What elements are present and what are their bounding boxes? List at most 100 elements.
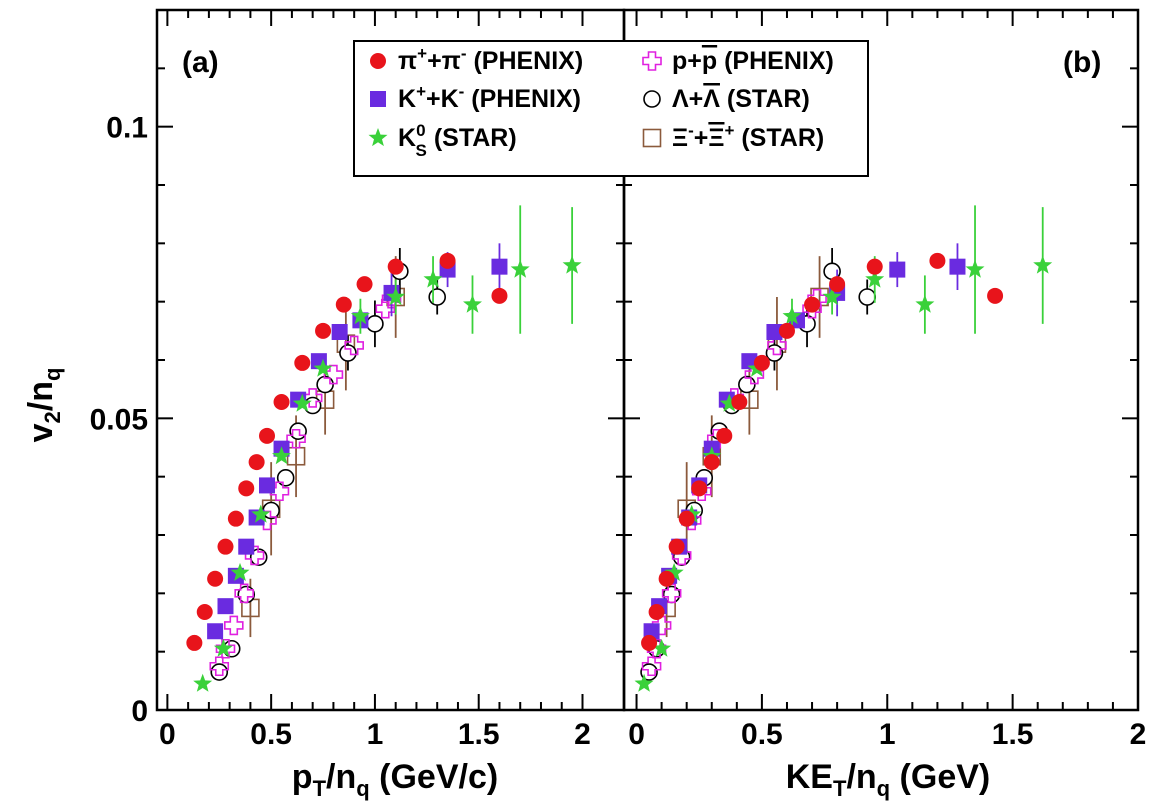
data-point-p [286,428,306,449]
x-tick-label: 1 [367,718,384,751]
data-point-pi [356,276,373,293]
data-point-ks [193,673,213,692]
data-point-ks [213,638,233,657]
legend-entry-k: K++K- (PHENIX) [370,82,581,113]
data-point-pi [273,394,290,410]
data-point-pi [778,322,795,339]
data-point-lam [858,288,877,306]
legend-label-p: p+p (PHENIX) [672,47,834,75]
data-point-lam [366,315,384,333]
data-point-k [949,258,966,275]
data-point-pi [716,427,733,444]
legend-entry-p: p+p (PHENIX) [642,47,834,75]
data-point-ks [634,673,654,692]
legend-label-pi: π++π- (PHENIX) [398,44,583,75]
data-point-ks [313,358,333,377]
axes-labels: 0 0.05 0.1 v2/nq pT/nq (GeV/c) KET/nq (GeV) [22,112,990,801]
legend-marker-lam [643,90,661,108]
data-point-k [766,324,783,340]
series-pi [641,252,1004,651]
data-point-pi [731,394,748,410]
data-point-ks [1033,255,1053,274]
series-lam [210,248,447,681]
series-p [641,288,827,677]
data-point-ks [865,269,885,288]
series-k [207,243,508,640]
data-point-p [651,615,672,636]
legend-label-ks: K0 S (STAR) [398,121,517,160]
data-point-ks [652,638,672,657]
data-point-ks [350,306,370,325]
x-tick-label: 2 [574,718,591,751]
data-point-lam [210,663,229,681]
panel-label: (b) [1063,46,1101,79]
x-tick-label: 2 [1130,718,1147,751]
x-tick-label: 0 [159,718,176,751]
data-point-p [807,288,827,309]
data-point-pi [753,354,770,371]
legend-marker-p [642,51,662,71]
x-tick-label: 1.5 [992,718,1034,751]
x-axis-label: pT/nq (GeV/c) [292,758,498,801]
data-point-p [641,656,662,677]
data-point-pi [929,252,946,269]
data-point-pi [668,538,685,555]
data-point-k [741,353,758,370]
series-lam [640,248,877,681]
legend: π++π- (PHENIX) K++K- (PHENIX) K0 S (STAR) p+… [353,40,869,177]
data-point-ks [782,306,802,325]
legend-label-xi: Ξ-+Ξ+ (STAR) [672,121,824,152]
legend-entry-lam: Λ+Λ (STAR) [643,85,810,113]
data-point-pi [315,322,332,339]
panel-a: 0 0.5 1 1.5 2 (a) [155,8,626,751]
series-xi [241,256,405,638]
data-point-pi [207,570,224,587]
data-point-pi [804,296,821,313]
legend-marker-k [370,91,386,107]
data-point-k [889,261,906,278]
x-tick-label: 1.5 [458,718,500,751]
y-tick-label: 0 [131,695,148,728]
data-point-ks [965,259,985,278]
data-point-ks [719,393,739,412]
data-point-pi [641,634,658,651]
data-point-lam [303,396,322,415]
data-point-pi [259,427,276,444]
data-point-p [234,583,254,604]
data-point-k [331,324,348,340]
panel-b: 0 0.5 1 1.5 2 (b) [622,8,1147,751]
series-p [209,288,402,677]
data-point-ks [822,287,842,306]
data-point-pi [238,480,255,497]
data-point-ks [510,259,530,278]
data-point-pi [335,296,352,313]
data-point-ks [230,562,250,581]
legend-entry-pi: π++π- (PHENIX) [370,44,583,75]
x-tick-label: 0.5 [250,718,292,751]
legend-entry-xi: Ξ-+Ξ+ (STAR) [642,121,824,152]
data-point-pi [439,252,456,269]
data-point-ks [251,504,271,523]
y-tick-label: 0.1 [106,112,148,145]
data-point-pi [217,538,234,555]
data-point-pi [678,510,695,527]
data-point-p [661,583,682,604]
data-point-ks [463,294,482,313]
data-point-lam [339,344,357,362]
data-point-ks [664,562,684,581]
data-point-p [215,638,236,659]
legend-marker-pi [370,53,386,69]
x-axis-label: KET/nq (GeV) [786,758,990,801]
data-point-p [344,335,364,356]
data-point-pi [387,258,404,275]
data-point-lam [640,663,658,681]
series-pi [186,252,508,651]
data-point-pi [987,287,1004,304]
data-point-pi [866,258,883,275]
y-tick-label: 0.05 [90,403,148,436]
data-point-k [259,477,276,494]
data-point-lam [738,375,756,394]
data-point-ks [562,255,582,274]
legend-label-k: K++K- (PHENIX) [398,82,581,113]
